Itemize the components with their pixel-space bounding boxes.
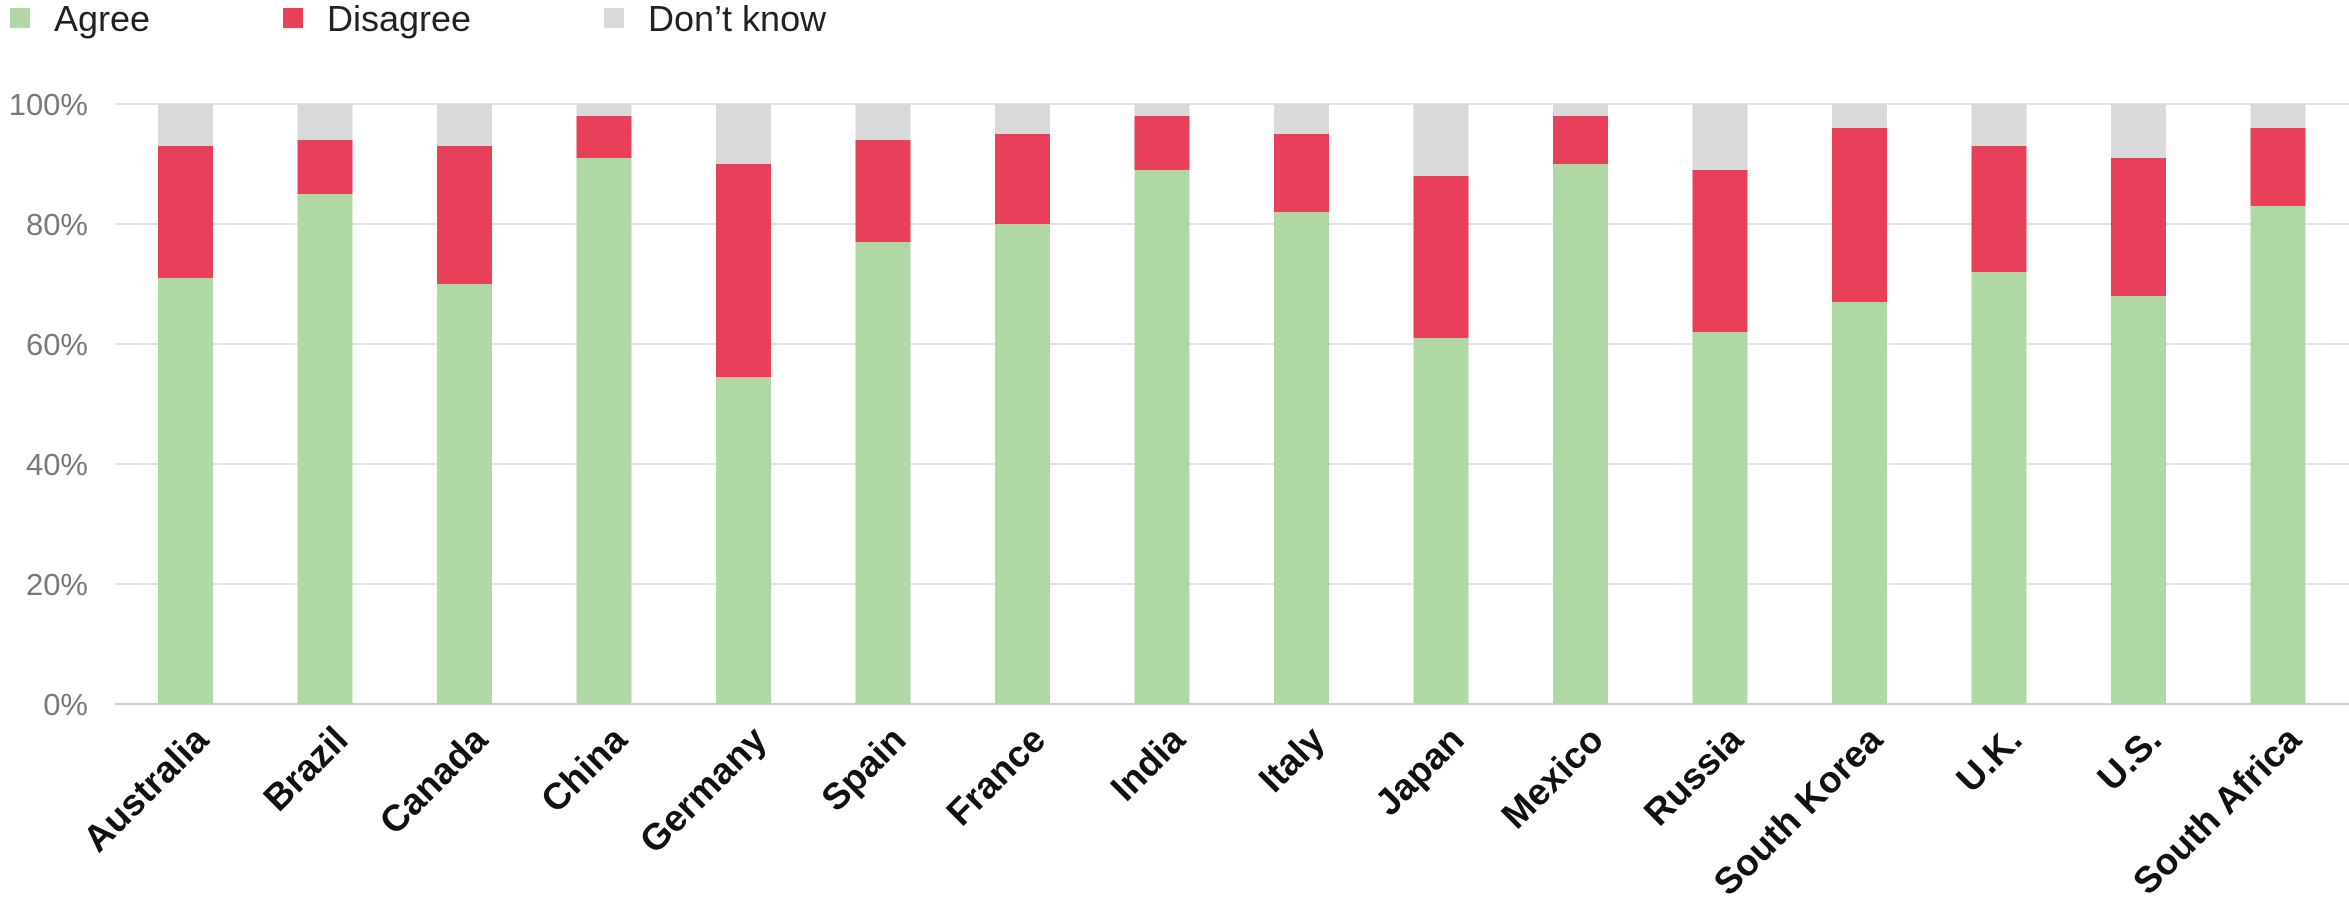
bar-don-t-know-0 bbox=[158, 104, 213, 146]
bar-agree-13 bbox=[1971, 272, 2027, 704]
bar-disagree-10 bbox=[1553, 116, 1608, 164]
bar-agree-10 bbox=[1553, 164, 1608, 704]
x-tick-label-11: Russia bbox=[1636, 718, 1751, 833]
legend-swatch-0 bbox=[10, 8, 30, 28]
bar-don-t-know-8 bbox=[1274, 104, 1329, 134]
bar-disagree-9 bbox=[1413, 176, 1469, 338]
bar-disagree-2 bbox=[437, 146, 492, 284]
bar-agree-1 bbox=[297, 194, 353, 704]
bar-disagree-12 bbox=[1832, 128, 1887, 302]
bar-agree-5 bbox=[855, 242, 911, 704]
x-tick-label-7: India bbox=[1103, 718, 1193, 808]
bar-don-t-know-2 bbox=[437, 104, 492, 146]
x-tick-label-8: Italy bbox=[1251, 718, 1333, 800]
bar-don-t-know-1 bbox=[297, 104, 353, 140]
bar-don-t-know-6 bbox=[995, 104, 1050, 134]
x-tick-label-10: Mexico bbox=[1493, 719, 1611, 837]
bar-don-t-know-10 bbox=[1553, 104, 1608, 116]
bar-don-t-know-12 bbox=[1832, 104, 1887, 128]
bar-disagree-4 bbox=[716, 164, 771, 377]
x-tick-label-2: Canada bbox=[372, 718, 496, 842]
bars bbox=[158, 104, 2306, 704]
bar-agree-9 bbox=[1413, 338, 1469, 704]
bar-agree-15 bbox=[2250, 206, 2306, 704]
bar-disagree-3 bbox=[576, 116, 632, 158]
y-tick-label-3: 60% bbox=[26, 327, 88, 362]
bar-agree-7 bbox=[1134, 170, 1190, 704]
y-tick-label-5: 100% bbox=[9, 87, 88, 122]
bar-don-t-know-11 bbox=[1692, 104, 1748, 170]
bar-disagree-8 bbox=[1274, 134, 1329, 212]
x-tick-label-3: China bbox=[533, 718, 635, 820]
x-tick-label-1: Brazil bbox=[255, 719, 355, 819]
bar-disagree-11 bbox=[1692, 170, 1748, 332]
legend: Agree Disagree Don’t know bbox=[10, 0, 827, 39]
bar-disagree-6 bbox=[995, 134, 1050, 224]
bar-agree-6 bbox=[995, 224, 1050, 704]
bar-disagree-13 bbox=[1971, 146, 2027, 272]
bar-don-t-know-3 bbox=[576, 104, 632, 116]
x-tick-label-0: Australia bbox=[75, 718, 216, 859]
bar-disagree-1 bbox=[297, 140, 353, 194]
y-tick-label-1: 20% bbox=[26, 567, 88, 602]
legend-label-0: Agree bbox=[54, 0, 150, 39]
bar-agree-4 bbox=[716, 377, 771, 704]
x-tick-label-4: Germany bbox=[632, 718, 775, 861]
x-tick-label-9: Japan bbox=[1367, 719, 1472, 824]
bar-disagree-7 bbox=[1134, 116, 1190, 170]
bar-agree-8 bbox=[1274, 212, 1329, 704]
bar-agree-3 bbox=[576, 158, 632, 704]
bar-don-t-know-15 bbox=[2250, 104, 2306, 128]
x-tick-label-14: U.S. bbox=[2089, 719, 2169, 799]
bar-agree-0 bbox=[158, 278, 213, 704]
bar-don-t-know-7 bbox=[1134, 104, 1190, 116]
legend-label-1: Disagree bbox=[327, 0, 471, 39]
x-tick-label-13: U.K. bbox=[1948, 719, 2029, 800]
bar-disagree-15 bbox=[2250, 128, 2306, 206]
y-tick-label-0: 0% bbox=[43, 687, 88, 722]
bar-agree-12 bbox=[1832, 302, 1887, 704]
legend-swatch-2 bbox=[604, 8, 624, 28]
legend-swatch-1 bbox=[283, 8, 303, 28]
bar-don-t-know-14 bbox=[2111, 104, 2166, 158]
bar-disagree-5 bbox=[855, 140, 911, 242]
bar-disagree-0 bbox=[158, 146, 213, 278]
bar-don-t-know-13 bbox=[1971, 104, 2027, 146]
bar-don-t-know-9 bbox=[1413, 104, 1469, 176]
bar-disagree-14 bbox=[2111, 158, 2166, 296]
bar-don-t-know-5 bbox=[855, 104, 911, 140]
x-tick-label-5: Spain bbox=[813, 719, 913, 819]
bar-agree-14 bbox=[2111, 296, 2166, 704]
bar-don-t-know-4 bbox=[716, 104, 771, 164]
bar-agree-11 bbox=[1692, 332, 1748, 704]
x-tick-label-6: France bbox=[938, 719, 1053, 834]
y-axis: 0% 20% 40% 60% 80% 100% bbox=[9, 87, 88, 722]
legend-label-2: Don’t know bbox=[648, 0, 827, 39]
bar-agree-2 bbox=[437, 284, 492, 704]
y-tick-label-4: 80% bbox=[26, 207, 88, 242]
y-tick-label-2: 40% bbox=[26, 447, 88, 482]
